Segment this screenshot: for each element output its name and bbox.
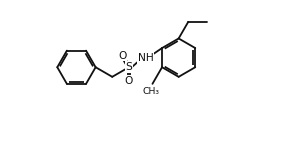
Text: CH₃: CH₃ — [143, 87, 160, 96]
Text: O: O — [118, 51, 126, 61]
Text: S: S — [125, 62, 132, 72]
Text: NH: NH — [138, 53, 153, 63]
Text: O: O — [125, 76, 133, 86]
